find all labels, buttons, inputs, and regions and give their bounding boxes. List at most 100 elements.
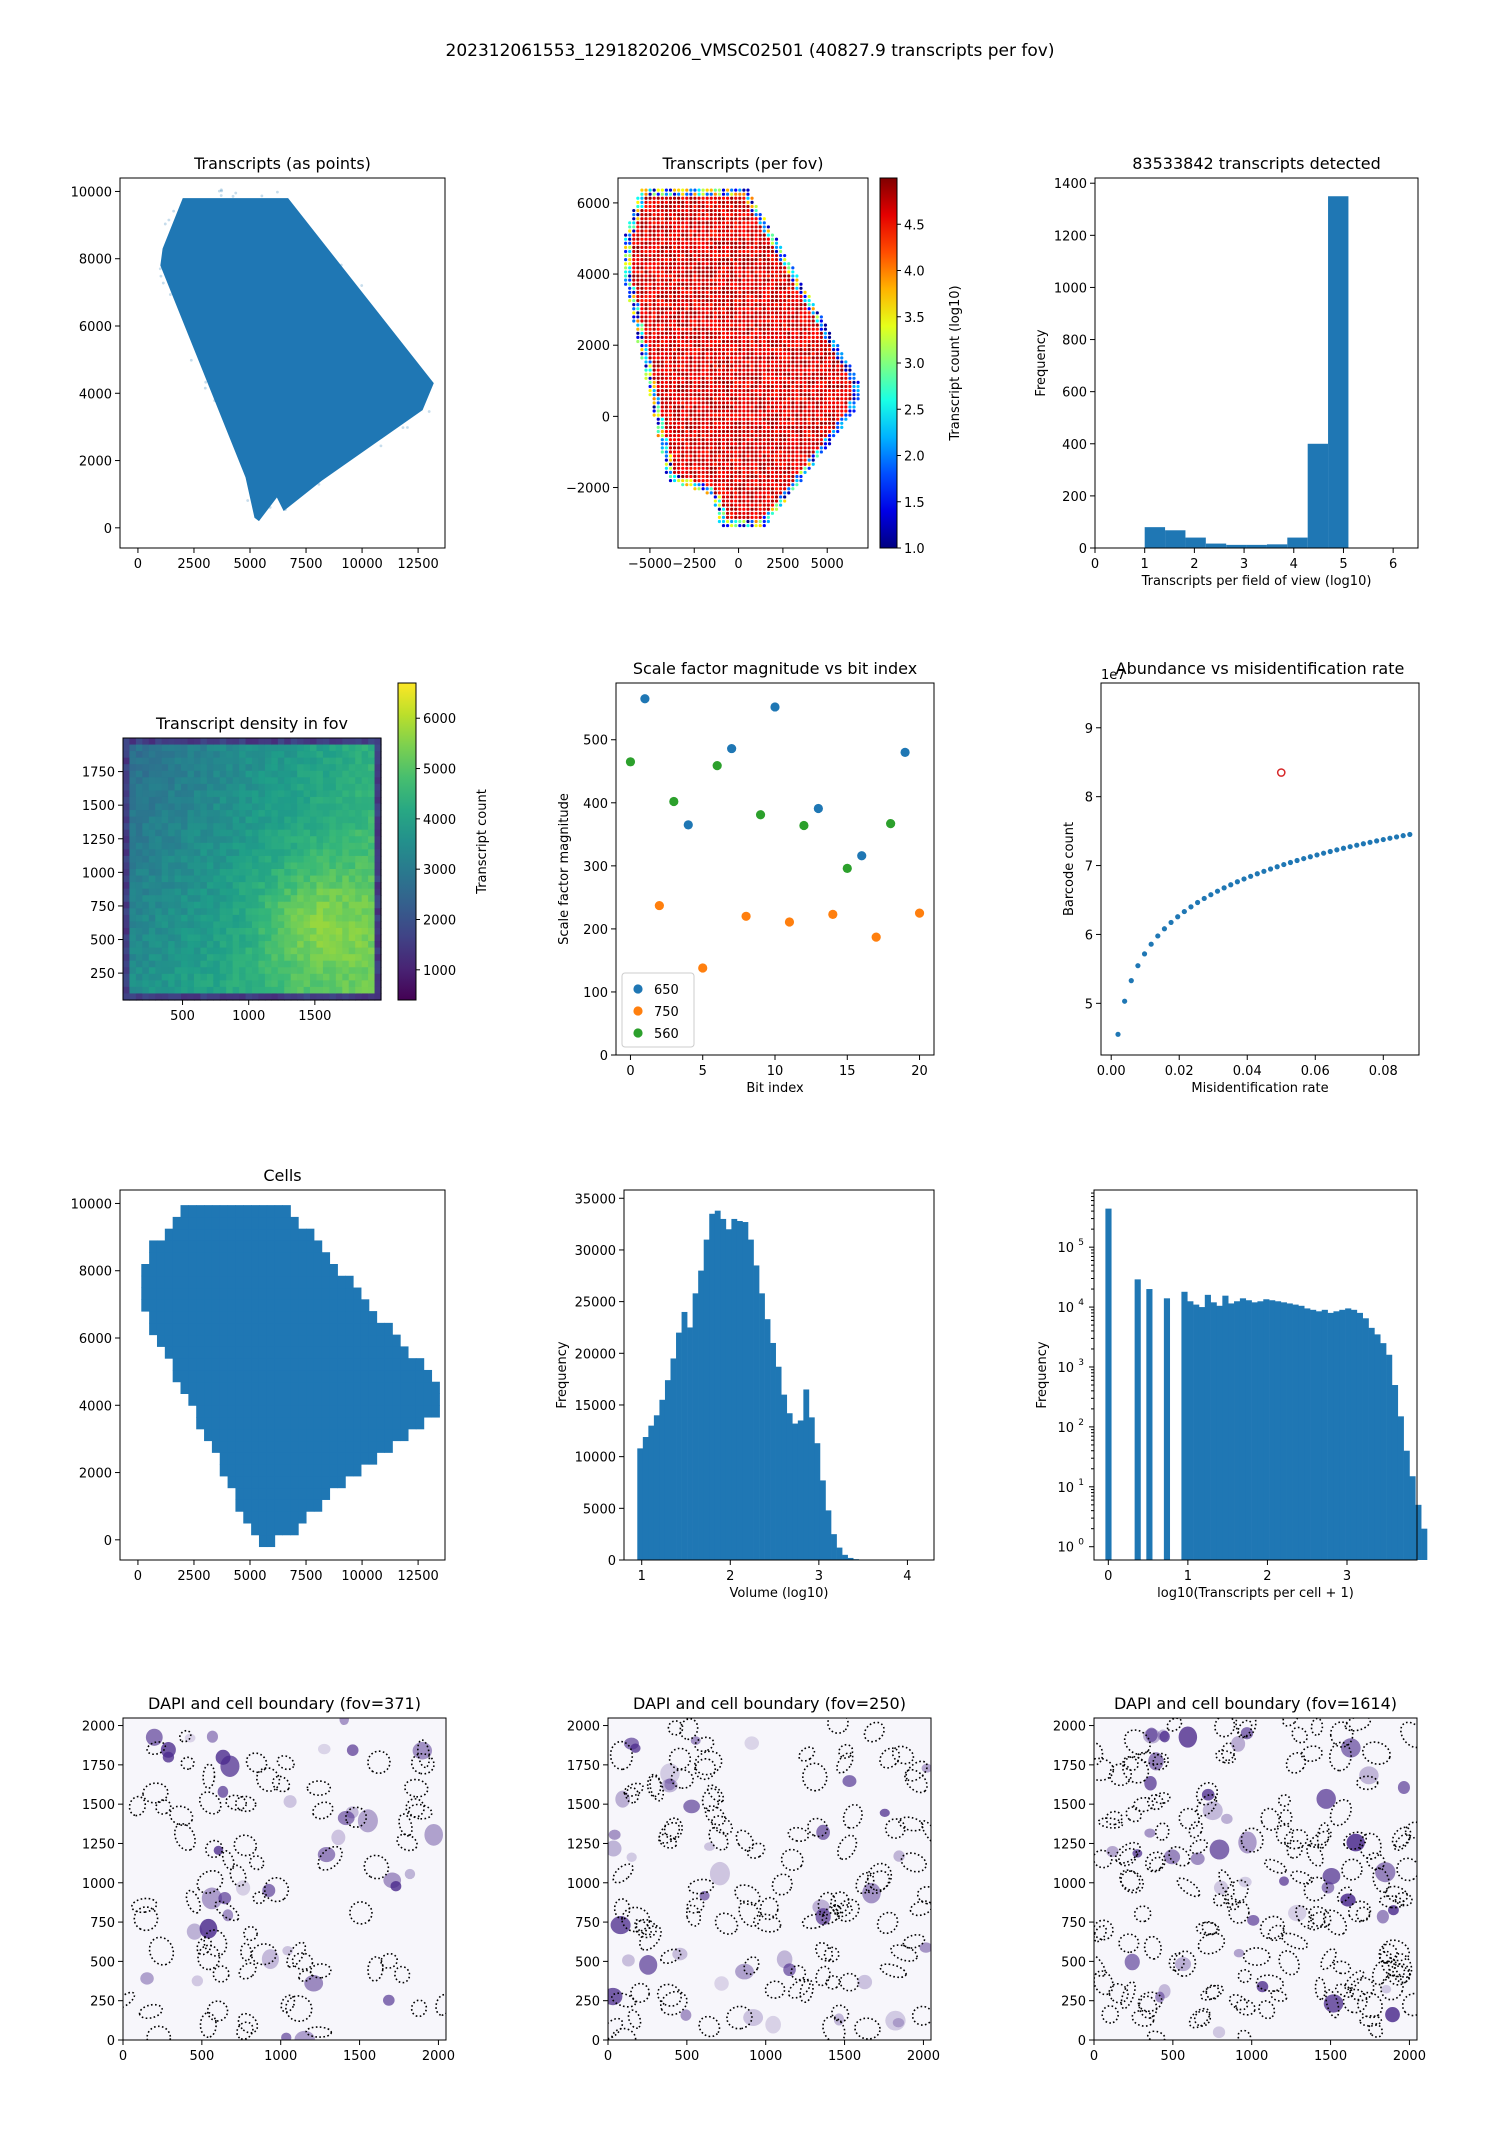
heatmap-cell [355, 901, 363, 909]
heatmap-cell [142, 954, 150, 962]
fov-point [746, 487, 750, 491]
fov-point [770, 401, 775, 405]
fov-point [750, 196, 754, 200]
fov-point [746, 343, 750, 348]
fov-point [660, 433, 664, 438]
fov-point [640, 294, 644, 299]
x-tick-label: 5000 [811, 557, 844, 572]
fov-point [721, 315, 726, 319]
fov-point [640, 249, 644, 254]
fov-point [730, 290, 734, 294]
heatmap-cell [342, 960, 350, 968]
fov-point [827, 360, 832, 364]
fov-point [697, 417, 701, 421]
fov-point [819, 429, 823, 434]
fov-point [758, 413, 762, 417]
heatmap-cell [142, 973, 150, 981]
fov-point [778, 446, 783, 450]
heatmap-cell [284, 934, 292, 942]
fov-point [685, 433, 689, 438]
fov-point [754, 343, 758, 348]
heatmap-cell [342, 895, 350, 903]
fov-point [823, 327, 828, 331]
heatmap-cell [355, 751, 363, 759]
fov-point [774, 258, 779, 262]
heatmap-cell [252, 960, 260, 968]
heatmap-cell [174, 973, 182, 981]
fov-point [783, 286, 787, 290]
fov-point [677, 270, 681, 274]
fov-point [701, 470, 705, 474]
fov-point [693, 282, 697, 286]
heatmap-cell [148, 783, 156, 791]
fov-point [677, 433, 681, 438]
heatmap-cell [368, 810, 376, 818]
heatmap-cell [187, 941, 195, 949]
fov-point [709, 192, 713, 196]
fov-point [791, 294, 795, 299]
heatmap-cell [310, 973, 318, 981]
fov-point [660, 380, 664, 384]
fov-point [705, 298, 709, 303]
fov-point [660, 270, 664, 274]
heatmap-cell [226, 960, 234, 968]
fov-point [689, 380, 693, 384]
heatmap-cell [322, 967, 330, 975]
fov-point [799, 290, 803, 294]
fov-point [689, 397, 693, 401]
fov-point [766, 515, 770, 520]
fov-point [697, 331, 701, 335]
fov-point [689, 245, 693, 249]
heatmap-cell [239, 842, 247, 850]
fov-point [746, 335, 750, 339]
fov-point [746, 438, 750, 442]
fov-point [693, 483, 697, 487]
fov-point [685, 421, 689, 425]
fov-point [758, 417, 762, 421]
heatmap-cell [187, 954, 195, 962]
transcript-point [167, 218, 171, 222]
fov-point [766, 225, 770, 229]
fov-point [734, 331, 738, 335]
heatmap-cell [174, 764, 182, 772]
heatmap-cell [142, 914, 150, 922]
fov-point [693, 258, 697, 262]
fov-point [721, 384, 726, 389]
fov-point [766, 511, 770, 515]
heatmap-cell [271, 914, 279, 922]
fov-point [656, 278, 660, 282]
fov-point [836, 384, 840, 389]
heatmap-cell [187, 777, 195, 785]
heatmap-cell [226, 869, 234, 877]
heatmap-cell [193, 803, 201, 811]
heatmap-cell [342, 986, 350, 995]
fov-point [770, 245, 775, 249]
heatmap-cell [361, 829, 369, 837]
fov-point [725, 511, 730, 515]
heatmap-cell [181, 954, 189, 962]
heatmap-cell [277, 973, 285, 981]
heatmap-cell [290, 908, 298, 916]
fov-point [734, 425, 738, 429]
fov-point [697, 352, 701, 356]
fov-point [783, 319, 787, 323]
fov-point [664, 294, 669, 299]
heatmap-cell [297, 921, 305, 929]
fov-point [795, 458, 799, 462]
fov-point [717, 388, 722, 393]
fov-point [717, 200, 722, 204]
fov-point [677, 274, 681, 278]
fov-point [750, 221, 754, 225]
fov-point [819, 360, 823, 364]
fov-point [742, 397, 746, 401]
heatmap-cell [219, 816, 227, 824]
fov-point [725, 523, 730, 528]
heatmap-cell [174, 927, 182, 936]
heatmap-cell [303, 901, 311, 909]
fov-point [693, 352, 697, 356]
heatmap-cell [368, 751, 376, 759]
heatmap-cell [245, 770, 253, 778]
fov-point [799, 372, 803, 376]
fov-point [799, 450, 803, 454]
